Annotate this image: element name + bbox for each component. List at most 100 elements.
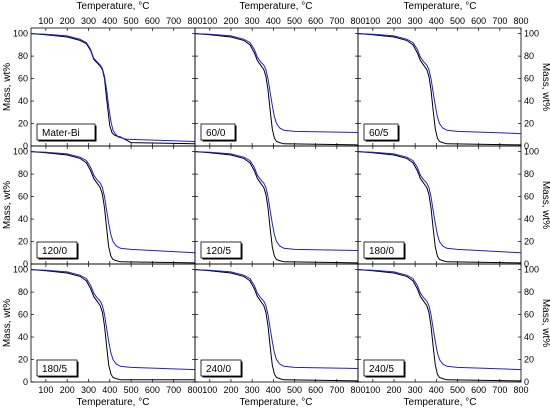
y-tick-label: 60	[18, 74, 28, 84]
x-axis-title-bottom: Temperature, °C	[240, 397, 313, 408]
panel-label: 120/5	[206, 246, 231, 257]
x-tick-label: 800	[350, 385, 365, 395]
x-tick-label: 800	[513, 385, 528, 395]
y-tick-label: 40	[524, 96, 534, 106]
y-tick-label: 40	[18, 332, 28, 342]
y-tick-label: 80	[524, 287, 534, 297]
x-tick-label: 700	[166, 385, 181, 395]
y-axis-title-left: Mass, wt%	[2, 63, 13, 111]
label-box	[363, 359, 405, 377]
x-tick-label: 100	[38, 385, 53, 395]
x-tick-label: 800	[187, 16, 202, 26]
series-line-b	[30, 151, 196, 254]
y-tick-label: 20	[18, 237, 28, 247]
x-tick-label: 100	[38, 16, 53, 26]
x-tick-label: 400	[266, 385, 281, 395]
y-tick-label: 80	[18, 169, 28, 179]
x-tick-label: 700	[329, 16, 344, 26]
y-tick-label: 20	[18, 355, 28, 365]
y-tick-label: 60	[18, 192, 28, 202]
x-tick-label: 400	[102, 385, 117, 395]
x-tick-label: 200	[386, 16, 401, 26]
y-tick-label: 40	[524, 214, 534, 224]
y-tick-label: 0	[23, 259, 28, 269]
x-tick-label: 500	[450, 16, 465, 26]
x-tick-label: 300	[81, 385, 96, 395]
label-box	[36, 123, 96, 141]
y-tick-label: 80	[524, 169, 534, 179]
x-tick-label: 800	[513, 16, 528, 26]
label-box	[200, 241, 242, 259]
panel-label: 60/0	[206, 128, 226, 139]
panel-Mater-Bi: Mater-Bi 100 200 300 400 500 600 700 800 0 20 40 60 8…	[13, 16, 203, 151]
y-axis-title-left: Mass, wt%	[2, 181, 13, 229]
x-tick-label: 600	[308, 385, 323, 395]
series-line-a	[30, 151, 196, 264]
y-tick-label: 100	[524, 147, 539, 157]
x-tick-label: 600	[308, 16, 323, 26]
series-line-b	[30, 33, 196, 142]
y-tick-label: 20	[524, 355, 534, 365]
y-tick-label: 0	[524, 259, 529, 269]
panel-label: Mater-Bi	[42, 128, 80, 139]
x-tick-label: 600	[145, 16, 160, 26]
x-axis-title-top: Temperature, °C	[240, 1, 313, 12]
y-tick-label: 0	[524, 377, 529, 387]
x-tick-label: 300	[245, 16, 260, 26]
y-tick-label: 80	[524, 51, 534, 61]
y-tick-label: 100	[524, 265, 539, 275]
x-tick-label: 600	[145, 385, 160, 395]
y-tick-label: 40	[18, 214, 28, 224]
x-tick-label: 500	[287, 385, 302, 395]
panel-60/0: 60/0 100 200 300 400 500 600 700 800	[194, 16, 366, 147]
series-line-b	[194, 151, 359, 251]
x-tick-label: 200	[386, 385, 401, 395]
label-box	[363, 123, 399, 141]
y-tick-label: 20	[524, 237, 534, 247]
y-tick-label: 0	[23, 141, 28, 151]
series-line-b	[357, 33, 522, 135]
y-tick-label: 60	[524, 310, 534, 320]
x-tick-label: 200	[223, 385, 238, 395]
panel-240/0: 240/0 100 200 300 400 500 600 700 800	[194, 263, 366, 395]
series-line-b	[357, 151, 522, 254]
panel-label: 60/5	[369, 128, 389, 139]
y-tick-label: 0	[524, 141, 529, 151]
panel-60/5: 60/5 100 200 300 400 500 600 700 800 0 20 40 60 80 100	[357, 16, 539, 151]
x-tick-label: 100	[365, 385, 380, 395]
panel-180/0: 180/0 0 20 40 60 80 100	[357, 145, 539, 269]
y-tick-label: 60	[524, 192, 534, 202]
y-tick-label: 20	[524, 119, 534, 129]
y-axis-title-right: Mass, wt%	[540, 299, 550, 347]
x-axis-title-top: Temperature, °C	[77, 1, 150, 12]
label-box	[200, 359, 242, 377]
y-tick-label: 40	[18, 96, 28, 106]
y-axis-title-right: Mass, wt%	[540, 63, 550, 111]
panel-120/0: 120/0 0 20 40 60 80 100	[13, 145, 196, 269]
x-tick-label: 800	[350, 16, 365, 26]
panel-label: 180/0	[369, 246, 394, 257]
x-tick-label: 100	[202, 16, 217, 26]
x-tick-label: 800	[187, 385, 202, 395]
x-tick-label: 300	[81, 16, 96, 26]
x-tick-label: 600	[471, 385, 486, 395]
label-box	[36, 241, 78, 259]
y-tick-label: 100	[13, 265, 28, 275]
panel-label: 240/5	[369, 364, 394, 375]
x-tick-label: 200	[60, 16, 75, 26]
series-line-a	[357, 151, 522, 264]
panel-120/5: 120/5	[194, 145, 359, 265]
x-tick-label: 500	[287, 16, 302, 26]
label-box	[200, 123, 236, 141]
y-axis-title-right: Mass, wt%	[540, 181, 550, 229]
x-tick-label: 500	[124, 385, 139, 395]
x-tick-label: 200	[60, 385, 75, 395]
series-line-a	[194, 151, 359, 264]
panel-frame	[357, 263, 522, 383]
x-tick-label: 400	[266, 16, 281, 26]
y-tick-label: 20	[18, 119, 28, 129]
x-tick-label: 400	[429, 385, 444, 395]
series-line-a	[357, 269, 522, 382]
label-box	[36, 359, 78, 377]
